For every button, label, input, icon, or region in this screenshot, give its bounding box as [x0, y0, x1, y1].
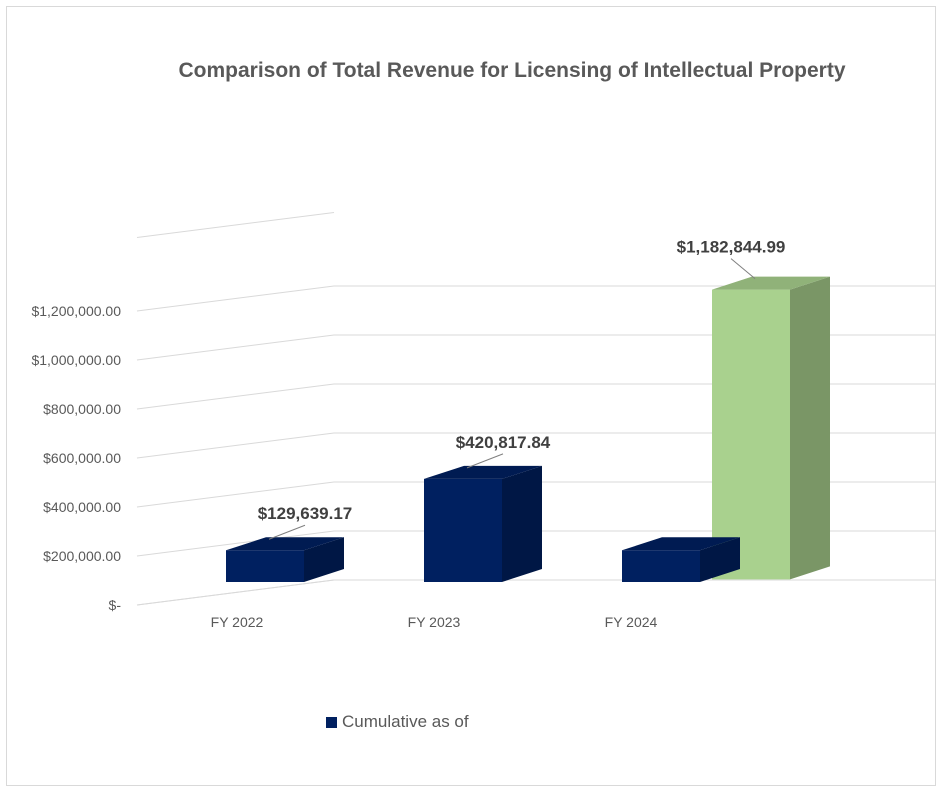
- gridline: [136, 530, 335, 557]
- gridline: [136, 432, 335, 459]
- gridline: [136, 212, 335, 238]
- data-label: $1,182,844.99: [677, 238, 786, 257]
- chart-title: Comparison of Total Revenue for Licensin…: [178, 59, 846, 82]
- leader-line: [466, 453, 504, 469]
- bar: [424, 478, 502, 582]
- leader-line: [730, 258, 756, 279]
- gridline: [136, 481, 335, 508]
- leader-line: [268, 524, 306, 540]
- gridline: [136, 383, 335, 410]
- bar-side: [790, 276, 830, 580]
- legend-item-cumulative: Cumulative as of: [326, 712, 469, 732]
- bar: [226, 550, 304, 582]
- legend: Cumulative as of: [326, 712, 469, 732]
- gridline: [136, 285, 335, 312]
- bar-side: [700, 537, 740, 582]
- floor-edge: [136, 579, 335, 606]
- bar-top: [622, 537, 740, 551]
- y-tick-label: $1,000,000.00: [31, 352, 121, 368]
- legend-label: Cumulative as of: [342, 712, 469, 731]
- y-tick-label: $1,200,000.00: [31, 303, 121, 319]
- x-tick-label: FY 2024: [605, 614, 658, 630]
- gridline: [136, 334, 335, 361]
- bar-top: [424, 465, 542, 479]
- bar: [622, 550, 700, 582]
- bar: [712, 289, 790, 580]
- y-tick-label: $200,000.00: [43, 548, 121, 564]
- data-label: $129,639.17: [258, 504, 353, 523]
- data-label: $420,817.84: [456, 433, 551, 452]
- legend-swatch: [326, 716, 337, 728]
- bar-top: [712, 276, 830, 290]
- x-tick-label: FY 2023: [408, 614, 461, 630]
- bar-top: [226, 537, 344, 551]
- y-tick-label: $400,000.00: [43, 499, 121, 515]
- y-tick-label: $-: [109, 597, 122, 613]
- y-tick-label: $600,000.00: [43, 450, 121, 466]
- bar-side: [502, 465, 542, 582]
- x-tick-label: FY 2022: [211, 614, 264, 630]
- y-tick-label: $800,000.00: [43, 401, 121, 417]
- bar-side: [304, 537, 344, 582]
